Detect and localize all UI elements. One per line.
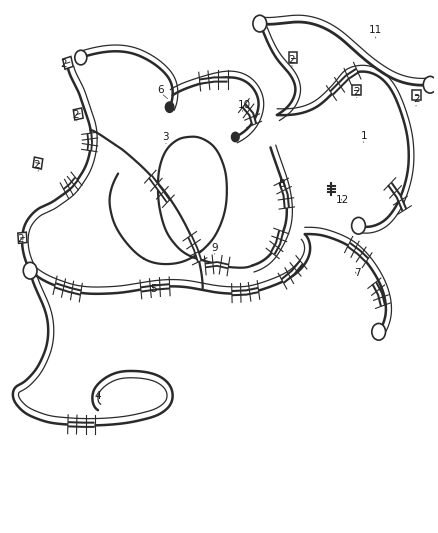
Text: 2: 2 <box>72 110 78 120</box>
Text: 2: 2 <box>413 94 420 104</box>
Text: 9: 9 <box>212 243 218 253</box>
Circle shape <box>372 324 385 340</box>
Circle shape <box>253 15 267 32</box>
FancyBboxPatch shape <box>412 90 421 100</box>
Text: 1: 1 <box>361 131 367 141</box>
Text: 2: 2 <box>34 160 40 169</box>
Text: 10: 10 <box>237 100 251 110</box>
Circle shape <box>423 76 437 93</box>
Circle shape <box>231 132 239 142</box>
Text: 6: 6 <box>158 85 164 95</box>
Circle shape <box>166 102 174 112</box>
Text: 2: 2 <box>288 55 294 64</box>
Text: 2: 2 <box>18 235 24 244</box>
Text: 5: 5 <box>150 285 157 295</box>
Text: 12: 12 <box>336 195 349 205</box>
Circle shape <box>75 50 87 65</box>
FancyBboxPatch shape <box>352 85 360 95</box>
Circle shape <box>23 262 37 279</box>
FancyBboxPatch shape <box>63 56 73 69</box>
Text: 4: 4 <box>95 391 101 401</box>
FancyBboxPatch shape <box>18 232 27 244</box>
Text: 11: 11 <box>369 26 382 35</box>
Text: 2: 2 <box>353 86 360 96</box>
Text: 2: 2 <box>60 59 67 69</box>
Text: 7: 7 <box>354 268 360 278</box>
Text: 8: 8 <box>278 180 285 190</box>
Circle shape <box>352 217 365 234</box>
Text: 3: 3 <box>162 133 169 142</box>
FancyBboxPatch shape <box>289 52 297 63</box>
FancyBboxPatch shape <box>73 108 83 120</box>
FancyBboxPatch shape <box>33 157 43 169</box>
